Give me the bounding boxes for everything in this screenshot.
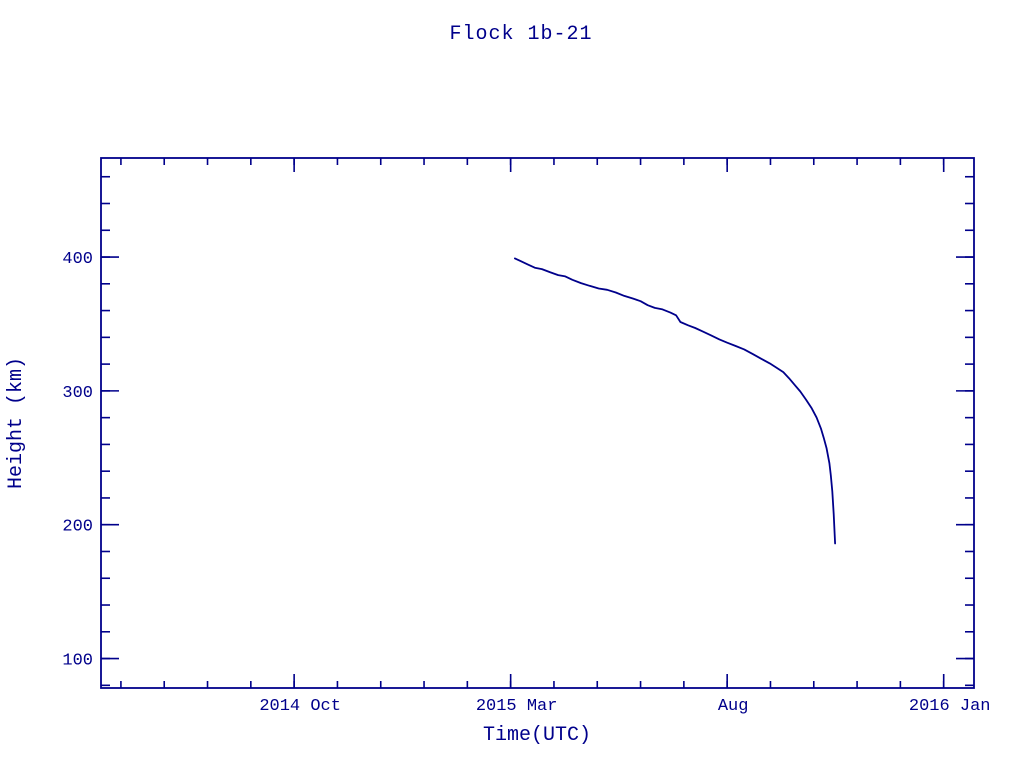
x-axis-label: Time(UTC) — [483, 724, 591, 747]
x-tick-label: Aug — [718, 697, 749, 716]
x-tick-label: 2014 Oct — [259, 697, 341, 716]
plot-frame — [100, 157, 975, 689]
x-tick-label: 2016 Jan — [909, 697, 991, 716]
chart-title: Flock 1b-21 — [449, 23, 592, 46]
data-line — [514, 257, 836, 545]
y-tick-label: 200 — [62, 518, 93, 537]
y-tick-label: 100 — [62, 652, 93, 671]
chart-generated-content: 2014 Oct 2015 Mar Aug 2016 Jan 100 200 300 400 — [62, 157, 991, 716]
x-tick-label: 2015 Mar — [476, 697, 558, 716]
y-tick-label: 300 — [62, 384, 93, 403]
y-tick-label: 400 — [62, 250, 93, 269]
y-axis-label: Height (km) — [5, 357, 28, 489]
